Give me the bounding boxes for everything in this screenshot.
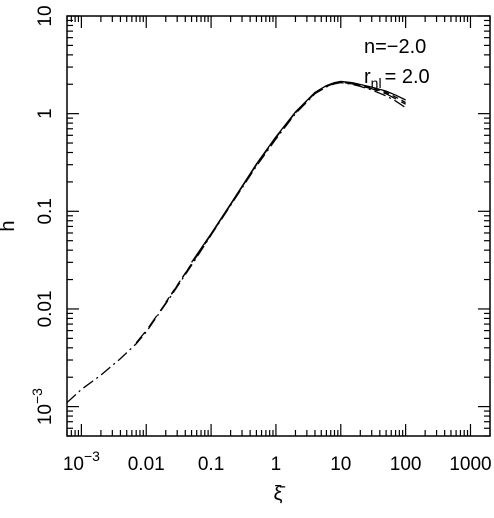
- y-tick-label: 0.01: [35, 290, 56, 327]
- y-axis-label: h: [0, 220, 19, 231]
- x-tick-label: 0.01: [128, 454, 165, 475]
- curves: [66, 80, 406, 404]
- x-tick-label: 100: [390, 454, 422, 475]
- x-tick-label: 1000: [449, 454, 491, 475]
- annotation-rnl-sub: nl: [371, 75, 382, 91]
- ticks: [66, 15, 491, 437]
- y-tick-label: 1: [35, 108, 56, 119]
- x-tick-label: 0.1: [198, 454, 224, 475]
- series-line-3: [165, 81, 406, 303]
- x-tick-label: 10: [330, 454, 351, 475]
- series-line-2: [135, 81, 406, 344]
- annotation-rnl-base: r: [364, 66, 371, 88]
- tick-labels: 10−3 0.01 0.1 1 10 100 1000 10−3 0.01 0.1 1 10: [29, 5, 492, 475]
- x-tick-label: 1: [271, 454, 282, 475]
- y-tick-label: 10−3: [29, 388, 56, 425]
- series-line-4: [191, 80, 406, 263]
- annotation-rnl: rnl = 2.0: [364, 66, 430, 91]
- y-tick-label: 10: [35, 5, 56, 26]
- x-axis-label: ξ̄: [274, 483, 286, 505]
- annotation-rnl-value: = 2.0: [385, 66, 430, 88]
- y-tick-label: 0.1: [35, 198, 56, 224]
- series-line-1: [66, 81, 406, 404]
- x-tick-label: 10−3: [63, 448, 100, 475]
- annotation-n: n=−2.0: [364, 36, 426, 58]
